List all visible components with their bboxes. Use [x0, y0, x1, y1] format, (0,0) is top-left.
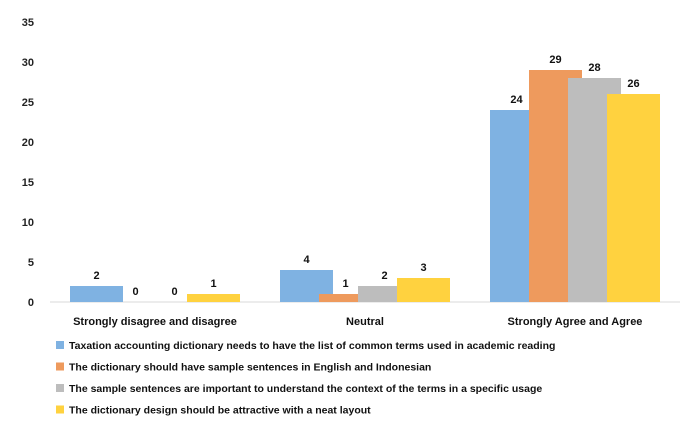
y-tick-label: 35 — [22, 17, 34, 29]
y-tick-label: 5 — [28, 257, 34, 269]
data-label-2-2: 1 — [342, 278, 348, 290]
y-tick-label: 20 — [22, 137, 34, 149]
data-label-4-1: 1 — [210, 278, 216, 290]
data-label-1-2: 4 — [303, 254, 310, 266]
legend-swatch — [56, 405, 64, 414]
y-tick-label: 25 — [22, 97, 34, 109]
data-label-2-1: 0 — [132, 286, 138, 298]
bar-4-1 — [187, 294, 240, 302]
legend-swatch — [56, 362, 64, 371]
data-label-3-2: 2 — [381, 270, 387, 282]
bar-4-3 — [607, 94, 660, 302]
y-tick-label: 30 — [22, 57, 34, 69]
bar-2-2 — [319, 294, 372, 302]
data-label-1-1: 2 — [93, 270, 99, 282]
y-axis: 0 5 10 15 20 25 30 35 — [22, 17, 34, 309]
legend-swatch — [56, 341, 64, 349]
data-label-4-3: 26 — [627, 78, 639, 90]
legend-swatch — [56, 384, 64, 392]
y-tick-label: 15 — [22, 177, 34, 189]
y-tick-label: 0 — [28, 297, 34, 309]
x-axis-categories: Strongly disagree and disagree Neutral Str… — [73, 316, 642, 328]
data-label-4-2: 3 — [420, 262, 426, 274]
data-labels-group: 2 0 0 1 4 1 2 3 24 29 28 26 — [93, 54, 639, 298]
data-label-1-3: 24 — [510, 94, 523, 106]
bars-group — [70, 70, 660, 302]
x-category-label: Strongly Agree and Agree — [508, 316, 643, 328]
legend-label: Taxation accounting dictionary needs to … — [69, 340, 555, 352]
legend-label: The sample sentences are important to un… — [69, 383, 542, 395]
legend: Taxation accounting dictionary needs to … — [56, 340, 555, 417]
data-label-3-1: 0 — [171, 286, 177, 298]
data-label-2-3: 29 — [549, 54, 561, 66]
legend-label: The dictionary design should be attracti… — [69, 405, 371, 417]
y-tick-label: 10 — [22, 217, 34, 229]
legend-label: The dictionary should have sample senten… — [69, 362, 431, 374]
data-label-3-3: 28 — [588, 62, 600, 74]
bar-4-2 — [397, 278, 450, 302]
bar-1-1 — [70, 286, 123, 302]
x-category-label: Strongly disagree and disagree — [73, 316, 237, 328]
x-category-label: Neutral — [346, 316, 384, 328]
